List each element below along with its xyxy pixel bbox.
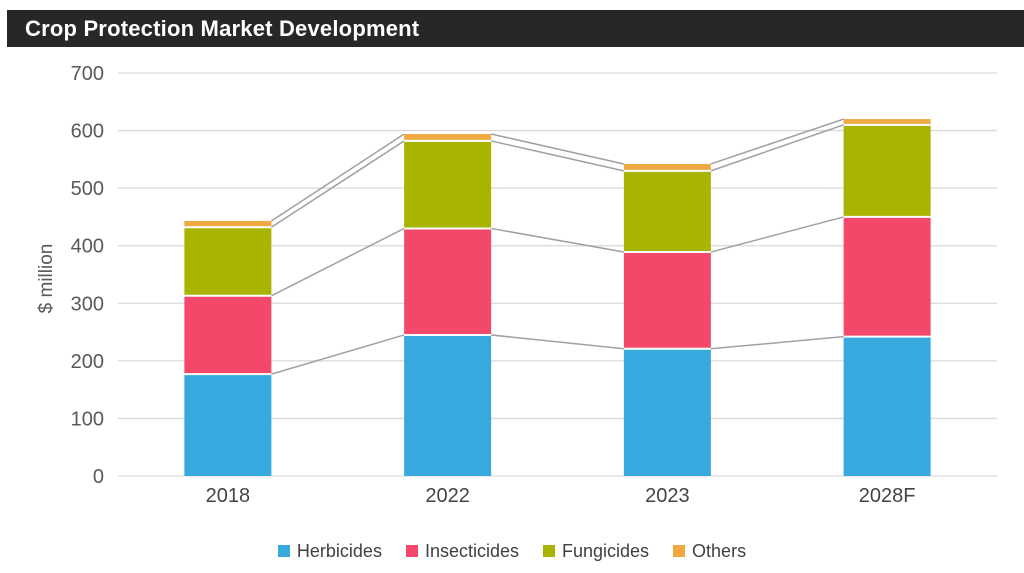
series-line-herbicides-2018 [271, 334, 405, 375]
y-tick-label-400: 400 [71, 236, 104, 258]
series-line-insecticides-2018 [271, 227, 405, 297]
bar-segment-others-2018 [184, 220, 272, 228]
legend-label-others: Others [692, 540, 747, 561]
page-title: Crop Protection Market Development [25, 15, 420, 41]
bar-segment-herbicides-2018 [184, 374, 272, 476]
x-axis-label-2028F: 2028F [859, 485, 916, 507]
series-line-fungicides-2018 [270, 140, 405, 228]
x-axis-label-2022: 2022 [425, 485, 470, 507]
legend-item-others: Others [673, 541, 746, 562]
y-tick-label-100: 100 [71, 408, 104, 430]
series-line-fungicides-2023 [710, 124, 844, 172]
title-bar: Crop Protection Market Development [7, 10, 1024, 47]
bar-segment-others-2022 [404, 134, 492, 141]
legend-label-insecticides: Insecticides [424, 540, 519, 561]
legend-swatch-fungicides [543, 545, 555, 557]
legend-swatch-others [673, 545, 686, 557]
bar-segment-herbicides-2028F [843, 336, 931, 476]
legend-swatch-herbicides [277, 545, 290, 557]
x-axis-label-2023: 2023 [645, 485, 690, 507]
legend-label-herbicides: Herbicides [296, 540, 382, 561]
series-line-others-2018 [270, 133, 405, 222]
legend-label-fungicides: Fungicides [562, 540, 650, 561]
bar-segment-herbicides-2022 [404, 334, 492, 476]
chart-legend: Herbicides Insecticides Fungicides Others [0, 538, 1024, 564]
bar-segment-insecticides-2028F [843, 216, 931, 337]
series-line-others-2022 [490, 133, 625, 165]
legend-item-herbicides: Herbicides [277, 540, 382, 562]
bar-segment-others-2028F [843, 119, 931, 125]
y-axis-title: $ million [36, 244, 57, 314]
series-line-herbicides-2022 [491, 334, 624, 350]
legend-item-fungicides: Fungicides [543, 541, 649, 562]
bar-segment-insecticides-2022 [404, 228, 492, 335]
bar-segment-fungicides-2028F [843, 124, 931, 217]
y-tick-label-700: 700 [71, 63, 104, 85]
legend-swatch-insecticides [405, 545, 418, 557]
bar-segment-fungicides-2023 [623, 170, 711, 253]
y-tick-label-0: 0 [93, 466, 104, 488]
y-tick-label-600: 600 [71, 121, 104, 143]
y-tick-label-200: 200 [71, 351, 104, 373]
x-axis-label-2018: 2018 [206, 485, 251, 507]
y-tick-label-500: 500 [71, 178, 104, 200]
series-line-insecticides-2023 [710, 216, 844, 253]
series-line-fungicides-2022 [490, 140, 625, 172]
bar-segment-herbicides-2023 [623, 348, 711, 476]
bar-segment-fungicides-2022 [404, 140, 492, 229]
series-line-herbicides-2023 [710, 335, 844, 350]
series-line-insecticides-2022 [490, 227, 625, 253]
legend-item-insecticides: Insecticides [405, 540, 519, 562]
bar-segment-insecticides-2018 [184, 295, 272, 375]
series-line-others-2023 [710, 118, 844, 165]
bar-segment-others-2023 [623, 163, 711, 171]
bar-segment-insecticides-2023 [623, 252, 711, 349]
bar-segment-fungicides-2018 [184, 227, 272, 296]
y-tick-label-300: 300 [71, 293, 104, 315]
